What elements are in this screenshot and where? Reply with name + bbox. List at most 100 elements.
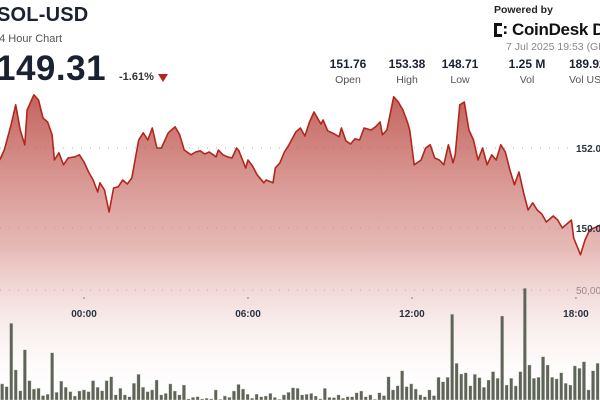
stat-label: Open <box>335 74 361 86</box>
stat-label: Low <box>450 74 470 86</box>
volume-bar <box>545 364 550 400</box>
volume-bar <box>0 383 4 400</box>
volume-bar <box>222 395 227 400</box>
volume-bar <box>359 390 364 400</box>
volume-bar <box>432 395 436 400</box>
volume-bar <box>282 394 286 400</box>
volume-bar <box>550 377 554 400</box>
stat-label: Vol USD <box>569 74 600 86</box>
volume-bar <box>482 387 486 400</box>
volume-bar <box>182 384 186 400</box>
volume-bar <box>450 314 454 400</box>
volume-bar <box>486 379 491 400</box>
volume-bar <box>582 361 586 400</box>
volume-bar <box>245 393 250 400</box>
volume-bar <box>41 395 45 400</box>
volume-bar <box>477 377 482 400</box>
x-tick-label: 00:00 <box>71 309 97 320</box>
volume-bar <box>354 392 359 400</box>
stat-label: High <box>396 74 418 86</box>
volume-bar <box>145 391 150 400</box>
volume-bar <box>268 393 273 400</box>
volume-bar <box>336 394 341 400</box>
volume-bar <box>63 387 68 400</box>
volume-bar <box>59 380 64 400</box>
price-change: -1.61% <box>119 71 154 83</box>
volume-bar <box>313 395 318 400</box>
volume-bar <box>136 374 141 400</box>
down-triangle-icon <box>158 74 168 82</box>
volume-bar <box>386 376 391 400</box>
volume-bar <box>568 384 573 400</box>
volume-bar <box>423 396 427 400</box>
volume-bar <box>300 394 304 400</box>
volume-bar <box>418 394 423 400</box>
volume-bar <box>132 383 136 400</box>
volume-bar <box>586 389 591 400</box>
price-area <box>0 94 600 400</box>
volume-bar <box>595 363 600 400</box>
volume-bar <box>504 384 509 400</box>
volume-bar <box>554 378 559 400</box>
volume-bar <box>291 387 295 400</box>
price-line <box>0 94 600 256</box>
volume-bar <box>118 388 123 400</box>
volume-bar <box>454 363 459 400</box>
volume-bar <box>177 394 182 400</box>
volume-bar <box>404 386 409 400</box>
pair-title: SOL-USD <box>0 4 89 26</box>
volume-bar <box>250 398 254 400</box>
volume-bar <box>109 376 114 400</box>
volume-bar <box>141 387 145 400</box>
x-tick-mark <box>247 297 249 299</box>
stat-value: 148.71 <box>441 57 479 71</box>
volume-bar <box>45 394 50 400</box>
x-tick-mark <box>83 297 85 299</box>
volume-bar <box>13 369 18 400</box>
volume-bar <box>436 377 441 400</box>
volume-bar <box>350 396 354 400</box>
coindesk-logo-icon <box>494 23 507 37</box>
volume-bar <box>82 389 86 400</box>
volume-bar <box>563 383 568 400</box>
volume-bar <box>204 398 209 400</box>
volume-bar <box>509 378 514 400</box>
stat-value: 153.38 <box>388 57 426 71</box>
volume-bar <box>168 383 173 400</box>
x-tick-label: 12:00 <box>399 309 425 320</box>
volume-bar <box>241 388 245 400</box>
stat-value: 189.92 <box>569 57 600 71</box>
timestamp: 7 Jul 2025 19:53 (GMT <box>506 41 600 53</box>
stat-open: 151.76 Open <box>313 57 383 86</box>
volume-bar <box>382 395 386 400</box>
volume-bar <box>154 379 159 400</box>
y-tick-label: 150.00 <box>576 224 600 235</box>
volume-bar <box>213 389 218 400</box>
volume-bar <box>304 394 309 400</box>
volume-bar <box>309 393 314 400</box>
volume-bars <box>0 288 600 400</box>
x-tick-mark <box>575 297 577 299</box>
stat-vol: 1.25 M Vol <box>492 57 562 86</box>
stat-low: 148.71 Low <box>425 57 495 86</box>
volume-bar <box>23 349 27 400</box>
volume-bar <box>332 397 336 400</box>
volume-bar <box>172 390 177 400</box>
volume-bar <box>232 390 236 400</box>
volume-bar <box>345 396 350 400</box>
volume-bar <box>259 396 264 400</box>
stat-value: 151.76 <box>329 57 367 71</box>
volume-bar <box>413 388 418 400</box>
volume-tick-label: 50,000 <box>576 286 600 297</box>
volume-bar <box>495 378 500 400</box>
x-axis: 00:00 06:00 12:00 18:00 <box>71 297 589 320</box>
volume-bar <box>4 386 9 400</box>
x-tick-label: 06:00 <box>235 309 261 320</box>
y-tick-label: 152.00 <box>576 144 600 155</box>
volume-bar <box>523 288 527 400</box>
coindesk-data-logo: CoinDesk Data <box>494 20 600 40</box>
volume-bar <box>513 385 518 400</box>
volume-bar <box>445 377 450 400</box>
volume-bar <box>463 372 468 400</box>
volume-bar <box>32 388 36 400</box>
